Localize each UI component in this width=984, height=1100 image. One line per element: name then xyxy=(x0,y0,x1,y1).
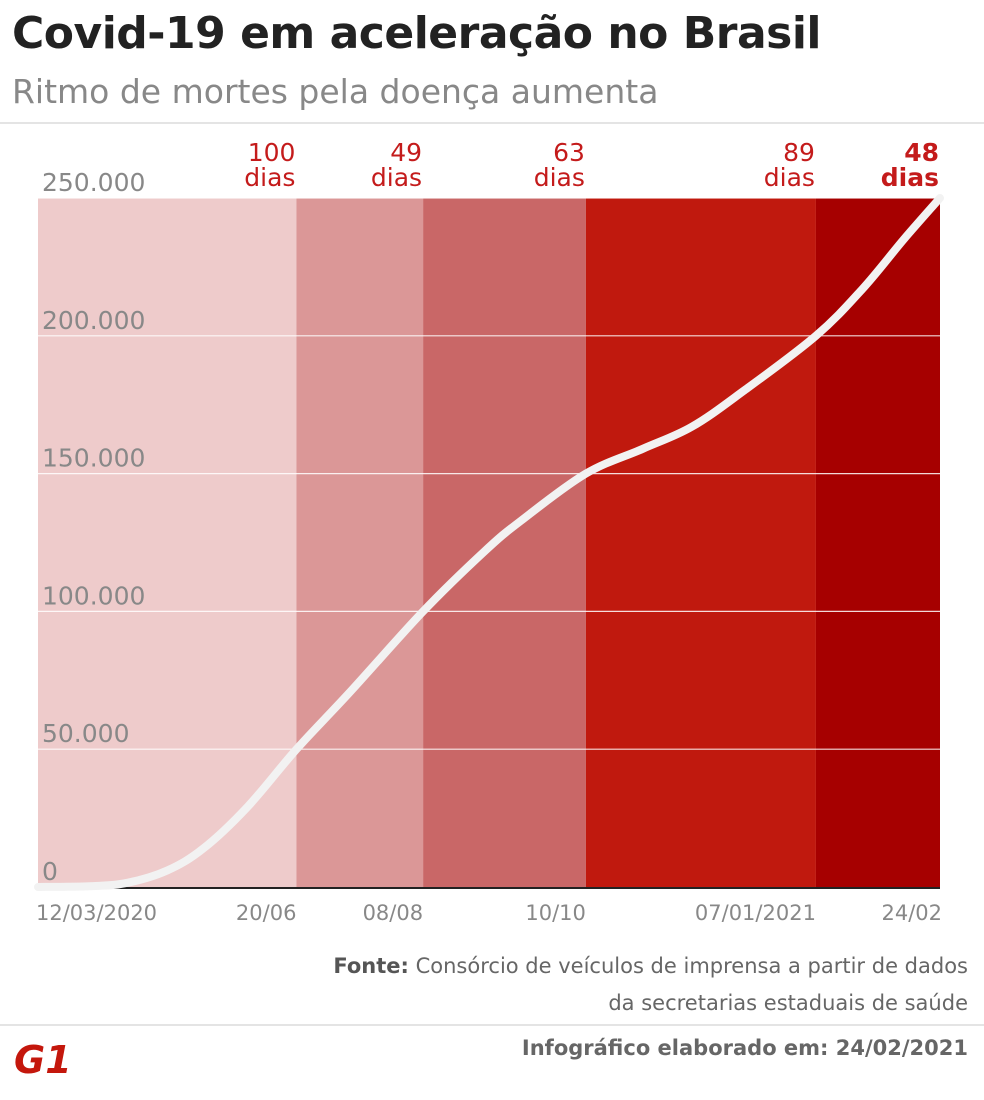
chart-subtitle: Ritmo de mortes pela doença aumenta xyxy=(12,72,659,111)
x-axis-labels: 12/03/2020 20/06 08/08 10/10 07/01/2021 24/02 xyxy=(36,901,942,925)
deaths-series-line xyxy=(34,194,944,891)
period-days-unit: dias xyxy=(371,163,422,192)
period-days-value: 89 xyxy=(783,138,815,167)
source-text-line2: da secretarias estaduais de saúde xyxy=(608,991,968,1015)
x-tick-label: 24/02 xyxy=(881,901,942,925)
period-band-2 xyxy=(296,198,424,887)
y-tick-label: 0 xyxy=(42,857,58,886)
period-band-4 xyxy=(585,198,816,887)
x-tick-label: 20/06 xyxy=(236,901,297,925)
source-label: Fonte: xyxy=(333,954,409,978)
period-band-5 xyxy=(815,198,940,887)
source-note: Fonte: Consórcio de veículos de imprensa… xyxy=(68,948,968,1022)
g1-logo: G1 xyxy=(14,1040,72,1078)
period-days-unit: dias xyxy=(764,163,815,192)
source-text-line1: Consórcio de veículos de imprensa a part… xyxy=(415,954,968,978)
series-layer xyxy=(34,194,944,891)
y-tick-label: 50.000 xyxy=(42,719,129,748)
period-days-value: 100 xyxy=(248,138,296,167)
x-tick-label: 07/01/2021 xyxy=(695,901,816,925)
gridlines xyxy=(38,197,940,750)
period-days-value: 48 xyxy=(904,138,939,167)
y-tick-label: 200.000 xyxy=(42,306,145,335)
period-days-value: 49 xyxy=(390,138,422,167)
period-bands xyxy=(38,198,940,887)
top-divider xyxy=(0,122,984,124)
period-days-unit: dias xyxy=(881,163,939,192)
y-axis-labels: 0 50.000 100.000 150.000 200.000 250.000 xyxy=(42,168,145,886)
x-tick-label: 12/03/2020 xyxy=(36,901,157,925)
svg-text:G1: G1 xyxy=(14,1040,72,1078)
period-days-unit: dias xyxy=(534,163,585,192)
period-days-unit: dias xyxy=(244,163,295,192)
period-band-3 xyxy=(423,198,586,887)
x-tick-label: 10/10 xyxy=(525,901,586,925)
y-tick-label: 250.000 xyxy=(42,168,145,197)
bottom-divider xyxy=(0,1024,984,1026)
period-days-value: 63 xyxy=(553,138,585,167)
y-tick-label: 150.000 xyxy=(42,444,145,473)
y-tick-label: 100.000 xyxy=(42,581,145,610)
period-band-1 xyxy=(38,198,297,887)
x-tick-label: 08/08 xyxy=(363,901,424,925)
chart-title: Covid-19 em aceleração no Brasil xyxy=(12,8,822,59)
credit-text: Infográfico elaborado em: 24/02/2021 xyxy=(521,1036,968,1060)
